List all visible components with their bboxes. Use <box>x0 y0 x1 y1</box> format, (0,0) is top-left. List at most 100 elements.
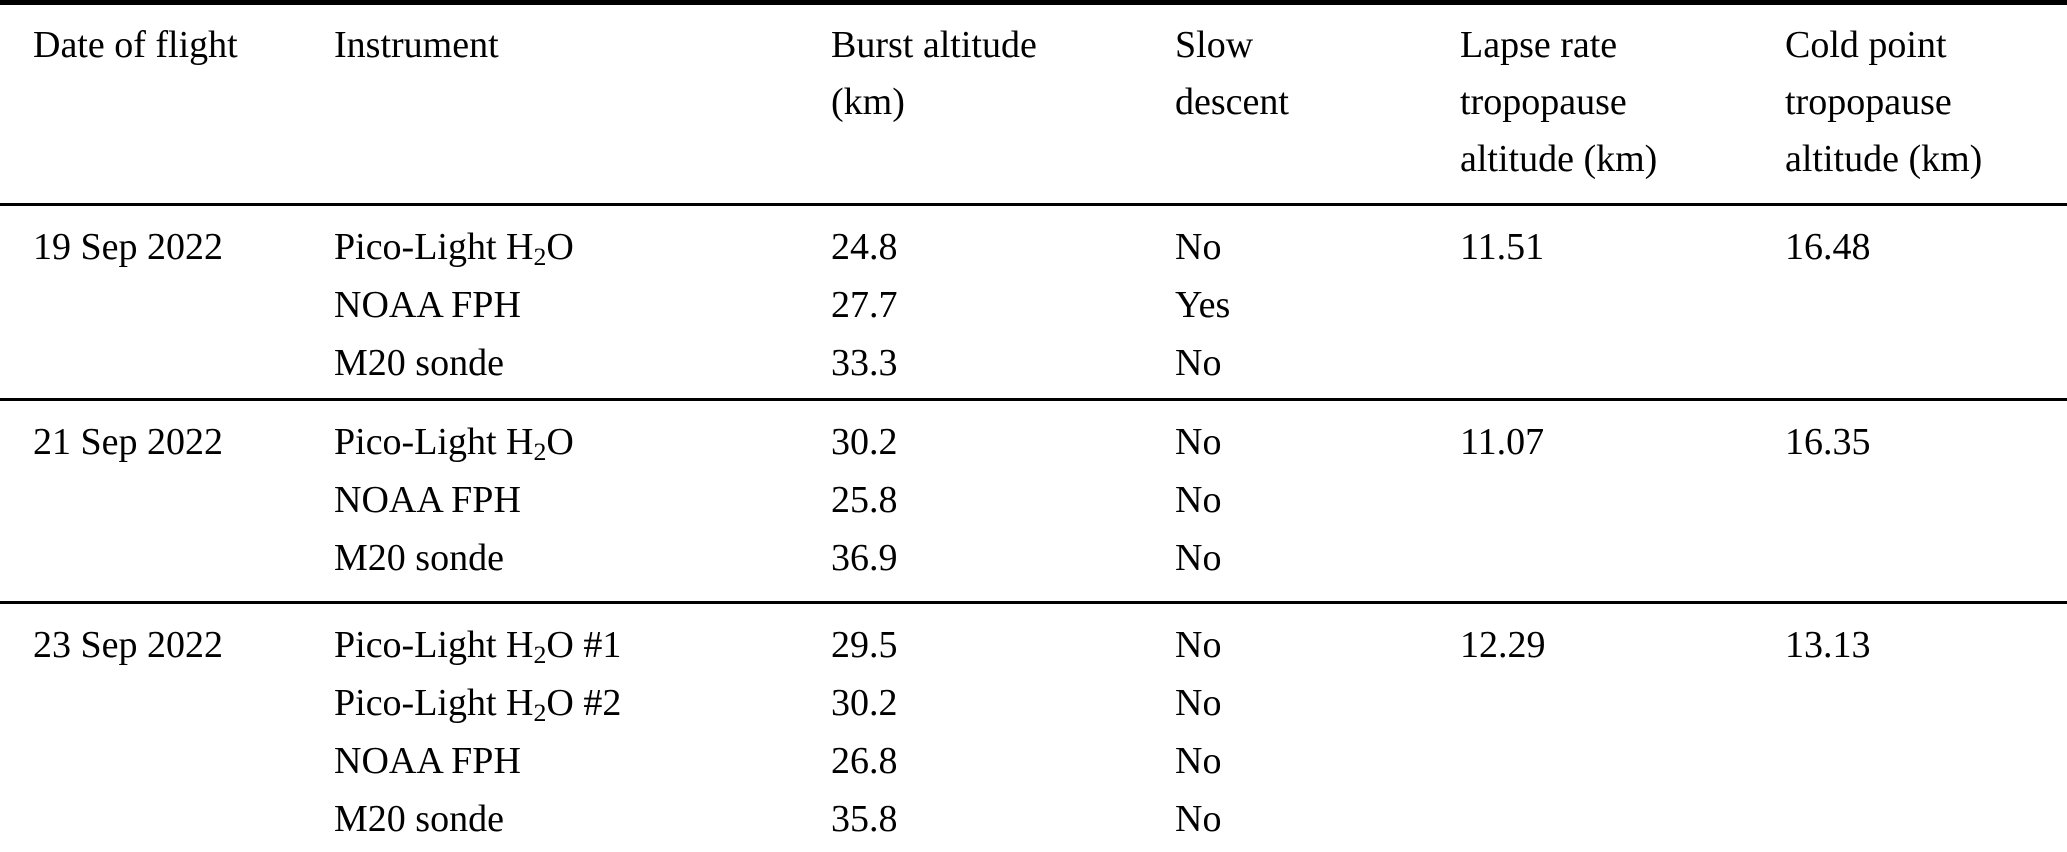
table-header: Date of flight Instrument Burst altitude (k… <box>0 2 2067 206</box>
header-line: Lapse rate <box>1460 24 1618 66</box>
table-row: NOAA FPH 27.7 Yes <box>0 282 2067 340</box>
cell-burst-altitude: 29.5 <box>831 624 898 666</box>
table-row: Pico-Light H2O #2 30.2 No <box>0 680 2067 738</box>
cell-cold-point-tropopause-altitude <box>1785 680 2067 738</box>
column-header-slow: Slow descent <box>1175 2 1460 206</box>
header-line: tropopause <box>1785 81 1952 123</box>
cell-burst-altitude: 25.8 <box>831 479 898 521</box>
header-line: Date of flight <box>33 24 238 66</box>
instrument-text: Pico-Light H <box>334 624 534 666</box>
cell-burst-altitude: 26.8 <box>831 740 898 782</box>
column-header-instrument: Instrument <box>334 2 831 206</box>
header-line: Cold point <box>1785 24 1947 66</box>
cell-slow-descent: No <box>1175 798 1222 840</box>
header-line: Slow <box>1175 24 1254 66</box>
instrument-subscript: 2 <box>533 437 547 467</box>
cell-slow-descent: No <box>1175 740 1222 782</box>
table-row: M20 sonde 35.8 No <box>0 796 2067 852</box>
flight-group: 21 Sep 2022 Pico-Light H2O 30.2 No 11.07 16.3… <box>0 399 2067 603</box>
cell-burst-altitude: 33.3 <box>831 342 898 384</box>
cell-date-of-flight <box>0 282 334 340</box>
cell-instrument: Pico-Light H2O #1 <box>334 603 831 681</box>
instrument-text: NOAA FPH <box>334 740 521 782</box>
cell-instrument: M20 sonde <box>334 796 831 852</box>
table-row: M20 sonde 36.9 No <box>0 535 2067 603</box>
cell-lapse-rate-tropopause-altitude <box>1460 535 1785 603</box>
instrument-subscript: 2 <box>533 698 547 728</box>
header-line: descent <box>1175 81 1289 123</box>
header-line: (km) <box>831 81 905 123</box>
cell-date-of-flight <box>0 535 334 603</box>
header-line: Instrument <box>334 24 499 66</box>
cell-lapse-rate-tropopause-altitude: 12.29 <box>1460 624 1546 666</box>
cell-date-of-flight <box>0 477 334 535</box>
header-line: tropopause <box>1460 81 1627 123</box>
cell-cold-point-tropopause-altitude: 16.35 <box>1785 421 1871 463</box>
instrument-text: O #1 <box>546 624 622 666</box>
cell-cold-point-tropopause-altitude <box>1785 535 2067 603</box>
cell-instrument: Pico-Light H2O <box>334 400 831 478</box>
cell-cold-point-tropopause-altitude <box>1785 282 2067 340</box>
cell-slow-descent: No <box>1175 624 1222 666</box>
header-line: altitude (km) <box>1785 138 1983 180</box>
cell-slow-descent: No <box>1175 537 1222 579</box>
table-row: NOAA FPH 26.8 No <box>0 738 2067 796</box>
cell-instrument: Pico-Light H2O <box>334 205 831 283</box>
instrument-text: NOAA FPH <box>334 284 521 326</box>
cell-date-of-flight: 19 Sep 2022 <box>33 226 223 268</box>
column-header-date: Date of flight <box>0 2 334 206</box>
cell-date-of-flight <box>0 738 334 796</box>
cell-lapse-rate-tropopause-altitude: 11.07 <box>1460 421 1545 463</box>
instrument-text: Pico-Light H <box>334 226 534 268</box>
cell-slow-descent: Yes <box>1175 284 1231 326</box>
instrument-text: M20 sonde <box>334 798 504 840</box>
cell-instrument: Pico-Light H2O #2 <box>334 680 831 738</box>
cell-burst-altitude: 27.7 <box>831 284 898 326</box>
cell-lapse-rate-tropopause-altitude <box>1460 680 1785 738</box>
cell-instrument: NOAA FPH <box>334 282 831 340</box>
cell-cold-point-tropopause-altitude <box>1785 796 2067 852</box>
cell-cold-point-tropopause-altitude <box>1785 340 2067 400</box>
cell-date-of-flight <box>0 340 334 400</box>
column-header-burst: Burst altitude (km) <box>831 2 1175 206</box>
cell-lapse-rate-tropopause-altitude <box>1460 738 1785 796</box>
cell-cold-point-tropopause-altitude: 13.13 <box>1785 624 1871 666</box>
column-header-cold: Cold point tropopause altitude (km) <box>1785 2 2067 206</box>
cell-cold-point-tropopause-altitude <box>1785 477 2067 535</box>
table-row: M20 sonde 33.3 No <box>0 340 2067 400</box>
cell-lapse-rate-tropopause-altitude: 11.51 <box>1460 226 1545 268</box>
table-row: 23 Sep 2022 Pico-Light H2O #1 29.5 No 12.29 1… <box>0 603 2067 681</box>
instrument-text: Pico-Light H <box>334 421 534 463</box>
cell-date-of-flight <box>0 680 334 738</box>
cell-lapse-rate-tropopause-altitude <box>1460 796 1785 852</box>
instrument-text: O <box>546 226 574 268</box>
table-row: 21 Sep 2022 Pico-Light H2O 30.2 No 11.07 16.3… <box>0 400 2067 478</box>
column-header-lapse: Lapse rate tropopause altitude (km) <box>1460 2 1785 206</box>
cell-burst-altitude: 24.8 <box>831 226 898 268</box>
header-row: Date of flight Instrument Burst altitude (k… <box>0 2 2067 206</box>
cell-slow-descent: No <box>1175 479 1222 521</box>
instrument-text: O <box>546 421 574 463</box>
cell-date-of-flight <box>0 796 334 852</box>
cell-instrument: M20 sonde <box>334 535 831 603</box>
cell-cold-point-tropopause-altitude: 16.48 <box>1785 226 1871 268</box>
cell-slow-descent: No <box>1175 421 1222 463</box>
instrument-text: M20 sonde <box>334 537 504 579</box>
cell-cold-point-tropopause-altitude <box>1785 738 2067 796</box>
cell-slow-descent: No <box>1175 682 1222 724</box>
cell-slow-descent: No <box>1175 342 1222 384</box>
table-row: 19 Sep 2022 Pico-Light H2O 24.8 No 11.51 16.4… <box>0 205 2067 283</box>
cell-burst-altitude: 35.8 <box>831 798 898 840</box>
flight-group: 19 Sep 2022 Pico-Light H2O 24.8 No 11.51 16.4… <box>0 205 2067 400</box>
instrument-text: NOAA FPH <box>334 479 521 521</box>
cell-instrument: M20 sonde <box>334 340 831 400</box>
cell-lapse-rate-tropopause-altitude <box>1460 282 1785 340</box>
cell-burst-altitude: 30.2 <box>831 682 898 724</box>
cell-lapse-rate-tropopause-altitude <box>1460 477 1785 535</box>
cell-lapse-rate-tropopause-altitude <box>1460 340 1785 400</box>
cell-slow-descent: No <box>1175 226 1222 268</box>
cell-instrument: NOAA FPH <box>334 477 831 535</box>
instrument-subscript: 2 <box>533 640 547 670</box>
